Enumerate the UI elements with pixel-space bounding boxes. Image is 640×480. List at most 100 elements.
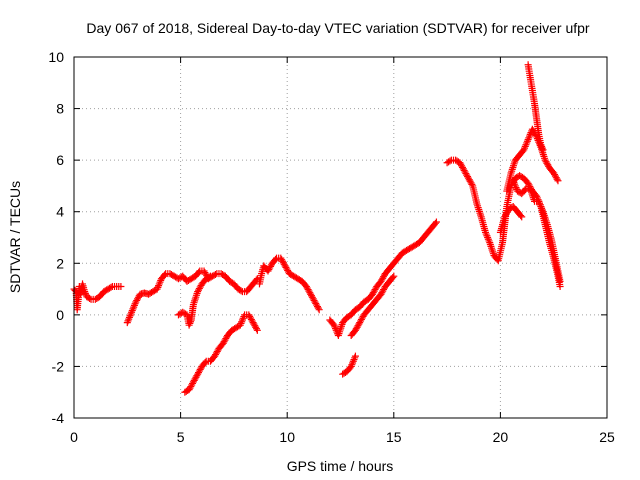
data-point (251, 322, 259, 330)
data-point (155, 282, 163, 290)
data-point (350, 356, 358, 364)
data-point (458, 162, 466, 170)
data-point (315, 306, 323, 314)
data-point (508, 167, 516, 175)
data-point (311, 298, 319, 306)
data-point (474, 202, 482, 210)
data-point (237, 287, 245, 295)
y-tick-label: 8 (56, 101, 64, 117)
data-point (185, 386, 193, 394)
data-point (307, 290, 315, 298)
series-s4 (181, 311, 261, 396)
data-point (131, 300, 139, 308)
data-point (186, 319, 194, 327)
data-point (508, 165, 516, 173)
data-point (556, 277, 564, 285)
data-point (86, 295, 94, 303)
data-point (501, 213, 509, 221)
data-point (378, 289, 386, 297)
x-tick-label: 25 (599, 429, 615, 445)
data-point (476, 209, 484, 217)
data-point (378, 276, 386, 284)
data-point (304, 286, 312, 294)
x-tick-label: 5 (177, 429, 185, 445)
data-point (525, 181, 533, 189)
data-point (523, 139, 531, 147)
data-point (277, 254, 285, 262)
data-point (503, 208, 511, 216)
data-point (349, 357, 357, 365)
data-point (219, 339, 227, 347)
data-point (517, 212, 525, 220)
data-point (281, 262, 289, 270)
series-s7 (339, 352, 359, 378)
data-point (124, 317, 132, 325)
data-point (189, 379, 197, 387)
data-point (302, 282, 310, 290)
data-point (252, 325, 260, 333)
data-point (238, 316, 246, 324)
data-point (521, 144, 529, 152)
data-point (195, 369, 203, 377)
data-point (379, 274, 387, 282)
data-point (349, 359, 357, 367)
data-point (246, 312, 254, 320)
data-point (377, 277, 385, 285)
data-point (485, 237, 493, 245)
plot-frame (73, 56, 608, 419)
data-point (481, 228, 489, 236)
data-point (309, 295, 317, 303)
data-point (502, 210, 510, 218)
data-point (284, 267, 292, 275)
data-point (544, 161, 552, 169)
data-point (245, 311, 253, 319)
data-point (523, 137, 531, 145)
data-point (509, 177, 517, 185)
data-point (538, 206, 546, 214)
data-point (431, 219, 439, 227)
data-point (509, 162, 517, 170)
data-point (188, 381, 196, 389)
series-s10 (496, 203, 526, 236)
data-point (265, 265, 273, 273)
data-point (353, 323, 361, 331)
x-tick-label: 15 (386, 429, 402, 445)
data-point (520, 146, 528, 154)
data-point (354, 322, 362, 330)
data-point (213, 347, 221, 355)
data-point (369, 289, 377, 297)
data-point (351, 352, 359, 360)
y-tick-label: 2 (56, 255, 64, 271)
data-point (195, 268, 203, 276)
data-point (553, 175, 561, 183)
data-point (271, 255, 279, 263)
data-point (161, 271, 169, 279)
data-point (356, 319, 364, 327)
data-point (525, 134, 533, 142)
data-point (211, 352, 219, 360)
data-point (267, 262, 275, 270)
data-point (357, 317, 365, 325)
y-tick-label: 10 (48, 49, 64, 65)
data-point (305, 287, 313, 295)
data-point (220, 338, 228, 346)
data-point (377, 290, 385, 298)
data-point (484, 235, 492, 243)
data-point (483, 232, 491, 240)
data-point (194, 370, 202, 378)
data-point (134, 293, 142, 301)
data-point (484, 234, 492, 241)
data-point (475, 207, 483, 215)
data-point (370, 287, 378, 295)
data-point (543, 159, 551, 167)
data-point (464, 174, 472, 182)
series-s13 (509, 177, 564, 285)
data-point (133, 296, 141, 304)
data-point (248, 317, 256, 325)
data-point (129, 305, 137, 313)
x-axis-label: GPS time / hours (287, 458, 394, 474)
data-point (474, 204, 482, 212)
data-point (446, 157, 454, 165)
data-point (348, 361, 356, 369)
data-point (194, 288, 202, 296)
